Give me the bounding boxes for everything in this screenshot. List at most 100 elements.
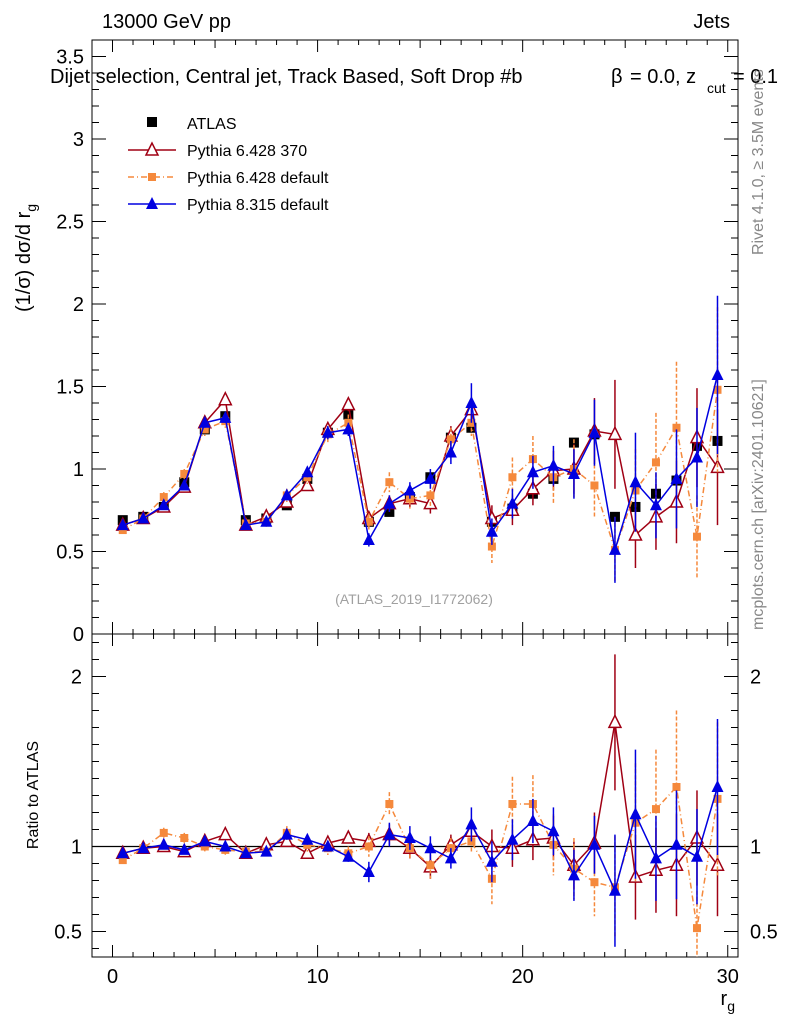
- ratio-point-p8_def: [608, 883, 621, 896]
- main-point-p6_def: [446, 435, 455, 444]
- main-point-p8_def: [198, 415, 211, 428]
- ratio-point-p8_def: [567, 868, 580, 881]
- ratio-point-p8_def: [178, 842, 191, 855]
- main-point-atlas: [384, 506, 395, 517]
- ratio-point-p8_def: [342, 849, 355, 862]
- ratio-point-p8_def: [260, 844, 273, 857]
- ratio-point-p6_def: [385, 800, 394, 808]
- ratio-point-p8_def: [321, 839, 334, 852]
- legend-entry-atlas: ATLAS: [147, 116, 237, 133]
- main-ytick-label: 0.5: [56, 542, 84, 564]
- ratio-point-p8_def: [362, 865, 375, 877]
- ratio-point-p8_def: [383, 827, 396, 840]
- main-point-p6_370: [607, 425, 623, 441]
- legend-label-p8-default: Pythia 8.315 default: [187, 197, 329, 214]
- main-ytick-label: 1.5: [56, 377, 84, 399]
- main-point-p8_def: [506, 496, 519, 509]
- main-point-p8_def: [383, 496, 396, 509]
- ratio-point-p6_370: [341, 829, 356, 844]
- main-point-p8_def: [260, 514, 273, 527]
- main-ytick-label: 2.5: [56, 212, 84, 234]
- main-point-p8_def: [629, 475, 642, 488]
- ratio-point-p8_def: [506, 832, 519, 845]
- ratio-point-p8_def: [526, 814, 539, 826]
- main-point-p6_def: [672, 423, 681, 432]
- ratio-point-p8_def: [198, 834, 211, 847]
- main-point-p8_def: [178, 478, 191, 491]
- ratio-point-p8_def: [649, 851, 662, 864]
- ratio-point-p6_def: [672, 783, 681, 791]
- ratio-point-p6_def: [364, 842, 373, 851]
- subtitle-beta-symbol: β: [611, 66, 623, 88]
- main-point-p6_def: [487, 542, 496, 551]
- main-point-p8_def: [219, 410, 232, 423]
- legend-marker-atlas: [147, 117, 157, 127]
- rivet-version-label: Rivet 4.1.0, ≥ 3.5M events: [750, 69, 767, 255]
- ratio-panel: 0 10 20 30 0.5 0.5 1 1 2 2 Ratio to ATLAS rg: [25, 633, 778, 1014]
- ratio-point-p8_def: [280, 827, 293, 840]
- main-point-p6_370: [300, 476, 315, 492]
- subtitle-beta-eq: = 0.0, z: [630, 66, 696, 88]
- main-point-p8_def: [239, 518, 252, 531]
- ratio-ytick-label-right: 2: [750, 667, 761, 689]
- ratio-xtick-label: 20: [512, 966, 534, 988]
- main-panel: 0 0.5 1 1.5 2 2.5 3 3.5 (1/σ) dσ/d rg (ATLAS_20…: [13, 39, 739, 646]
- ratio-point-p6_def: [590, 878, 599, 887]
- main-point-p6_def: [364, 517, 373, 526]
- main-point-p6_def: [508, 473, 517, 482]
- main-point-p8_def: [342, 422, 355, 435]
- legend: ATLAS Pythia 6.428 370 Pythia 6.428 defa…: [128, 116, 329, 214]
- mcplots-label: mcplots.cern.ch [arXiv:2401.10621]: [750, 379, 767, 630]
- legend-label-p6-370: Pythia 6.428 370: [187, 143, 307, 160]
- ratio-point-p8_def: [690, 849, 703, 862]
- ratio-ylabel: Ratio to ATLAS: [25, 741, 42, 849]
- ratio-point-p8_def: [157, 837, 170, 850]
- main-point-p8_def: [711, 367, 724, 380]
- ratio-point-p8_def: [629, 807, 642, 820]
- ratio-point-p6_def: [426, 861, 435, 870]
- main-point-p6_def: [385, 478, 394, 487]
- ratio-series-p8_def: [116, 719, 724, 947]
- main-point-p8_def: [526, 465, 539, 478]
- main-point-p6_def: [180, 469, 189, 478]
- ratio-point-p6_def: [159, 828, 168, 837]
- main-point-p8_def: [608, 542, 621, 555]
- legend-entry-p6-default: Pythia 6.428 default: [128, 170, 329, 187]
- analysis-tag: (ATLAS_2019_I1772062): [335, 591, 493, 607]
- main-point-p6_370: [218, 391, 233, 406]
- legend-marker-p6-default: [148, 173, 156, 181]
- ratio-point-p8_def: [670, 837, 683, 850]
- main-point-p8_def: [362, 532, 375, 545]
- ratio-ytick-label: 2: [71, 667, 82, 689]
- main-point-p8_def: [465, 396, 478, 408]
- main-ytick-label: 2: [73, 294, 84, 316]
- main-point-p6_def: [426, 491, 435, 500]
- ratio-point-p8_def: [547, 824, 560, 837]
- main-ytick-label: 3.5: [56, 47, 84, 69]
- subtitle-zcut-value: = 0.1: [733, 66, 778, 88]
- main-point-p6_def: [159, 493, 168, 502]
- main-point-p8_def: [301, 465, 314, 478]
- ratio-point-p8_def: [424, 841, 437, 854]
- main-ylabel: (1/σ) dσ/d rg: [13, 204, 39, 312]
- main-point-p8_def: [116, 518, 129, 531]
- ratio-point-p6_def: [651, 805, 660, 814]
- subtitle-zcut-sub: cut: [707, 80, 726, 96]
- main-point-p8_def: [649, 498, 662, 511]
- legend-marker-p6-370: [144, 141, 160, 156]
- main-ytick-label: 1: [73, 459, 84, 481]
- main-point-p6_370: [341, 395, 356, 411]
- ratio-point-p6_def: [692, 924, 701, 933]
- ratio-point-p8_def: [137, 841, 150, 854]
- ratio-point-p6_def: [180, 834, 189, 842]
- main-point-p8_def: [424, 471, 437, 484]
- ratio-point-p6_370: [607, 713, 623, 729]
- ratio-ytick-label: 1: [71, 837, 82, 859]
- ratio-line-p8_def: [122, 786, 719, 893]
- main-point-p8_def: [567, 466, 580, 479]
- ratio-point-p8_def: [711, 780, 724, 792]
- ratio-point-p6_def: [118, 856, 127, 865]
- ratio-point-p8_def: [403, 831, 416, 843]
- ratio-point-p6_370: [279, 832, 295, 848]
- main-point-p6_def: [590, 481, 599, 490]
